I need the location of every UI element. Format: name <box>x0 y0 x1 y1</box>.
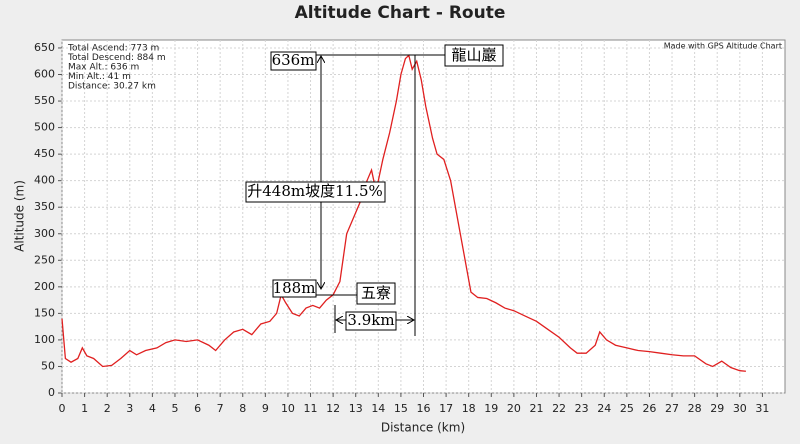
stat-line: Total Descend: 884 m <box>67 53 166 63</box>
x-tick-label: 4 <box>149 402 156 415</box>
x-tick-label: 23 <box>575 402 589 415</box>
y-tick-label: 200 <box>34 280 55 293</box>
annotation: 188m <box>273 279 316 297</box>
annotations: 636m 龍山巖 升448m坡度11.5% 188m 五寮 3.9km <box>245 44 504 336</box>
x-tick-label: 18 <box>462 402 476 415</box>
annotation: 636m <box>272 51 315 69</box>
annotation-box <box>444 44 504 67</box>
x-tick-label: 7 <box>217 402 224 415</box>
annotation-box <box>356 282 396 305</box>
x-tick-label: 22 <box>552 402 566 415</box>
y-tick-label: 400 <box>34 174 55 187</box>
y-tick-label: 0 <box>48 386 55 399</box>
y-tick-label: 650 <box>34 41 55 54</box>
x-tick-label: 19 <box>484 402 498 415</box>
annotation: 升448m坡度11.5% <box>247 182 383 200</box>
x-tick-label: 26 <box>642 402 656 415</box>
x-tick-label: 29 <box>710 402 724 415</box>
altitude-line <box>61 54 746 372</box>
y-tick-label: 50 <box>41 359 55 372</box>
y-tick-label: 250 <box>34 253 55 266</box>
y-tick-label: 100 <box>34 333 55 346</box>
x-tick-label: 11 <box>304 402 318 415</box>
y-tick-label: 600 <box>34 68 55 81</box>
y-axis-label: Altitude (m) <box>13 180 27 252</box>
x-tick-label: 14 <box>371 402 385 415</box>
annotation-box <box>270 51 317 71</box>
x-tick-label: 0 <box>59 402 66 415</box>
stat-line: Distance: 30.27 km <box>68 82 156 92</box>
annotation: 五寮 <box>361 284 391 302</box>
credit: Made with GPS Altitude Chart <box>664 42 782 51</box>
x-tick-label: 13 <box>349 402 363 415</box>
y-tick-label: 550 <box>34 94 55 107</box>
x-tick-label: 27 <box>665 402 679 415</box>
x-tick-label: 2 <box>104 402 111 415</box>
x-tick-label: 3 <box>126 402 133 415</box>
y-tick-label: 500 <box>34 121 55 134</box>
stat-line: Total Ascend: 773 m <box>67 44 159 54</box>
stat-line: Min Alt.: 41 m <box>68 72 131 82</box>
y-tick-label: 350 <box>34 200 55 213</box>
x-tick-label: 25 <box>620 402 634 415</box>
y-tick-label: 150 <box>34 306 55 319</box>
x-tick-label: 17 <box>439 402 453 415</box>
annotation: 龍山巖 <box>451 46 496 64</box>
y-tick-label: 450 <box>34 147 55 160</box>
chart-title: Altitude Chart - Route <box>295 3 506 23</box>
stat-line: Max Alt.: 636 m <box>68 63 139 73</box>
annotation-box <box>345 311 397 331</box>
x-tick-label: 24 <box>597 402 611 415</box>
x-tick-label: 16 <box>417 402 431 415</box>
x-tick-label: 8 <box>239 402 246 415</box>
x-tick-label: 28 <box>688 402 702 415</box>
x-tick-label: 10 <box>281 402 295 415</box>
x-axis-label: Distance (km) <box>381 421 465 435</box>
x-tick-label: 6 <box>194 402 201 415</box>
annotation-box <box>245 181 386 203</box>
x-tick-label: 20 <box>507 402 521 415</box>
x-tick-label: 5 <box>171 402 178 415</box>
y-tick-label: 300 <box>34 227 55 240</box>
annotation: 3.9km <box>347 311 394 329</box>
x-tick-label: 30 <box>733 402 747 415</box>
annotation-box <box>272 279 317 298</box>
x-tick-label: 1 <box>81 402 88 415</box>
x-tick-label: 31 <box>755 402 769 415</box>
x-tick-label: 15 <box>394 402 408 415</box>
x-tick-label: 12 <box>326 402 340 415</box>
x-tick-label: 9 <box>262 402 269 415</box>
x-tick-label: 21 <box>529 402 543 415</box>
